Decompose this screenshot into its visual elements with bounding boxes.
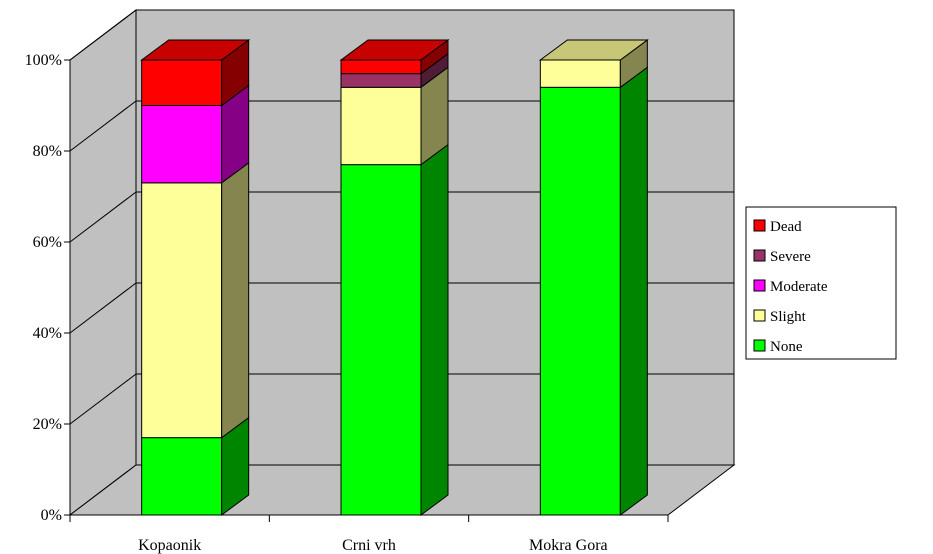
y-tick-labels: 0% 20% 40% 60% 80% 100% — [25, 52, 62, 524]
legend-label: Severe — [770, 249, 811, 265]
legend-swatch — [753, 219, 766, 232]
gridlines — [69, 9, 734, 425]
legend-swatch — [753, 279, 766, 292]
bar-segment-none — [141, 437, 223, 516]
category-label: Kopaonik — [138, 537, 201, 554]
legend-swatch — [753, 249, 766, 262]
bar-segment-severe — [340, 73, 422, 88]
legend-swatch — [753, 339, 766, 352]
bar-segment-top — [538, 39, 649, 61]
bar-segment-slight — [141, 182, 223, 439]
legend: Dead Severe Moderate Slight None — [745, 206, 897, 360]
bar-segment-top — [140, 39, 251, 61]
category-label: Crni vrh — [342, 537, 396, 554]
bar-segment-slight — [340, 86, 422, 166]
gridline — [69, 9, 734, 61]
gridline — [69, 191, 734, 243]
legend-label: Slight — [770, 309, 807, 325]
y-tick-label: 80% — [33, 143, 62, 160]
bar-segment-side — [619, 66, 648, 516]
bar-segment-dead — [340, 59, 422, 75]
category-labels: Kopaonik Crni vrh Mokra Gora — [138, 537, 608, 554]
legend-label: Moderate — [770, 279, 828, 295]
side-wall — [69, 8, 137, 517]
gridline — [69, 100, 734, 152]
bar-segment-dead — [141, 59, 223, 106]
gridline — [69, 282, 734, 334]
y-tick-label: 100% — [25, 52, 62, 69]
bar-segment-top — [339, 39, 450, 61]
legend-label: Dead — [770, 219, 802, 235]
category-label: Mokra Gora — [529, 537, 608, 554]
legend-box — [745, 206, 897, 360]
y-tick-label: 40% — [33, 325, 62, 342]
y-tick-label: 0% — [41, 507, 62, 524]
bar-segment-side — [221, 161, 250, 439]
legend-swatch — [753, 309, 766, 322]
bar-segment-moderate — [141, 105, 223, 184]
gridline — [69, 373, 734, 425]
bar-segment-side — [420, 143, 449, 516]
bar-segment-slight — [539, 59, 621, 88]
y-tick-label: 20% — [33, 416, 62, 433]
y-tick-label: 60% — [33, 234, 62, 251]
bar-segment-none — [539, 86, 621, 516]
bar-segment-none — [340, 164, 422, 516]
bars — [140, 39, 649, 516]
legend-label: None — [770, 339, 803, 355]
